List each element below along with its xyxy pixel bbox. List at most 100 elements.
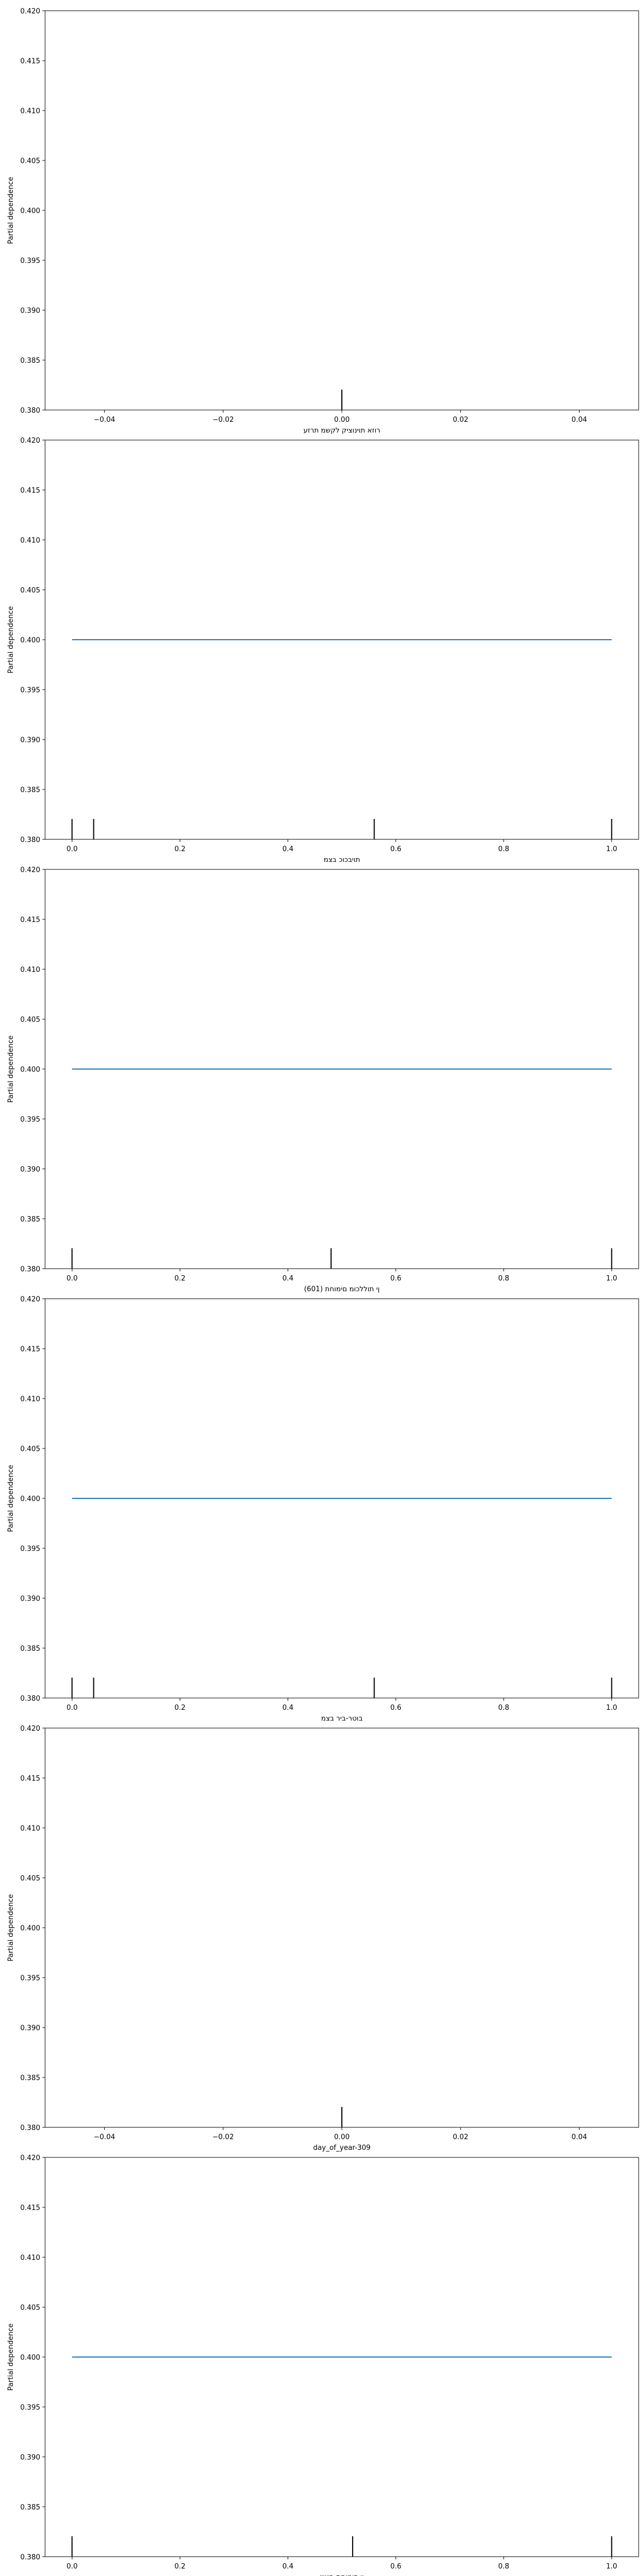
y-axis-label: Partial dependence [7,606,15,673]
chart-panel-4: 0.380 0.385 0.390 0.395 0.400 0.405 0.410 0.415… [7,1296,639,1723]
x-tick-label: 1.0 [606,1275,617,1283]
y-tick-label: 0.400 [20,207,40,215]
y-axis-label: Partial dependence [7,1894,15,1961]
y-tick-label: 0.385 [20,2074,40,2082]
y-tick-label: 0.400 [20,1924,40,1933]
y-tick-label: 0.390 [20,2024,40,2032]
y-tick-label: 0.400 [20,2354,40,2362]
y-tick-label: 0.410 [20,1825,40,1833]
x-tick-label: −0.02 [213,2133,234,2141]
y-tick-label: 0.385 [20,2504,40,2512]
x-tick-label: 0.04 [572,416,587,424]
axes-frame [45,1728,639,2128]
y-tick-label: 0.390 [20,1166,40,1174]
y-tick-label: 0.395 [20,1545,40,1553]
x-tick-label: 1.0 [606,845,617,853]
x-tick-label: 0.00 [334,416,350,424]
x-tick-label: 0.00 [334,2133,350,2141]
y-tick-label: 0.395 [20,2404,40,2412]
x-tick-label: 0.4 [282,1704,294,1712]
x-tick-label: 0.2 [174,1275,186,1283]
x-tick-label: 0.0 [67,1704,78,1712]
y-tick-label: 0.405 [20,157,40,165]
x-tick-label: 0.02 [453,2133,469,2141]
y-tick-label: 0.420 [20,1296,40,1304]
y-tick-label: 0.385 [20,357,40,365]
x-tick-label: 1.0 [606,2563,617,2571]
y-axis-label: Partial dependence [7,1035,15,1102]
x-tick-label: 0.0 [67,1275,78,1283]
y-tick-label: 0.395 [20,257,40,265]
y-axis-label: Partial dependence [7,1465,15,1532]
x-tick-label: 1.0 [606,1704,617,1712]
y-tick-label: 0.380 [20,836,40,844]
x-tick-label: −0.04 [94,416,115,424]
y-tick-label: 0.390 [20,2454,40,2462]
x-tick-label: 0.0 [67,2563,78,2571]
y-tick-label: 0.385 [20,1216,40,1224]
x-tick-label: 0.4 [282,845,294,853]
y-tick-label: 0.405 [20,1016,40,1024]
x-tick-label: 0.2 [174,2563,186,2571]
x-tick-label: 0.8 [498,2563,509,2571]
y-tick-label: 0.400 [20,636,40,645]
y-tick-label: 0.410 [20,537,40,545]
x-tick-label: 0.2 [174,1704,186,1712]
x-tick-label: 0.8 [498,1275,509,1283]
y-tick-label: 0.415 [20,1775,40,1783]
y-tick-label: 0.410 [20,1395,40,1403]
y-tick-label: 0.380 [20,2553,40,2562]
x-tick-label: 0.4 [282,1275,294,1283]
y-tick-label: 0.395 [20,1974,40,1982]
y-tick-label: 0.400 [20,1066,40,1074]
y-tick-label: 0.420 [20,8,40,16]
x-tick-label: −0.04 [94,2133,115,2141]
y-tick-label: 0.380 [20,407,40,415]
y-tick-label: 0.400 [20,1495,40,1503]
x-tick-label: 0.04 [572,2133,587,2141]
x-tick-label: 0.02 [453,416,469,424]
y-tick-label: 0.410 [20,2254,40,2262]
y-tick-label: 0.380 [20,1695,40,1703]
x-tick-label: 0.6 [390,1704,401,1712]
y-tick-label: 0.395 [20,686,40,694]
x-tick-label: 0.8 [498,845,509,853]
y-tick-label: 0.390 [20,307,40,315]
y-tick-label: 0.380 [20,1265,40,1274]
y-tick-label: 0.415 [20,487,40,495]
y-tick-label: 0.410 [20,966,40,974]
x-axis-label: תויבכוכ בצמ [324,856,360,864]
x-tick-label: 0.0 [67,845,78,853]
chart-panel-6: 0.380 0.385 0.390 0.395 0.400 0.405 0.410 0.415… [7,2154,639,2576]
y-tick-label: 0.380 [20,2124,40,2132]
y-tick-label: 0.415 [20,916,40,924]
x-axis-label: ןי תוללכומ םימוחת (601) [304,1285,380,1293]
chart-panel-3: 0.380 0.385 0.390 0.395 0.400 0.405 0.410 0.415… [7,866,639,1293]
y-tick-label: 0.385 [20,1645,40,1653]
x-tick-label: 0.2 [174,845,186,853]
x-tick-label: 0.6 [390,2563,401,2571]
y-tick-label: 0.405 [20,1445,40,1453]
chart-panel-1: 0.380 0.385 0.390 0.395 0.400 0.405 0.410 0.415… [7,8,639,435]
y-axis-label: Partial dependence [7,2323,15,2390]
y-tick-label: 0.420 [20,866,40,874]
y-tick-label: 0.415 [20,2204,40,2212]
y-tick-label: 0.415 [20,57,40,65]
x-tick-label: 0.8 [498,1704,509,1712]
y-tick-label: 0.410 [20,107,40,115]
x-tick-label: 0.6 [390,1275,401,1283]
y-tick-label: 0.385 [20,786,40,794]
y-tick-label: 0.390 [20,1595,40,1603]
y-axis-label: Partial dependence [7,177,15,244]
y-tick-label: 0.405 [20,1875,40,1883]
y-tick-label: 0.415 [20,1345,40,1353]
y-tick-label: 0.420 [20,2154,40,2162]
x-axis-label: בוטר-ביר בצמ [321,1715,362,1723]
y-tick-label: 0.405 [20,587,40,595]
x-axis-label: ןי םימוחת-בושיי [320,2573,364,2576]
x-tick-label: 0.6 [390,845,401,853]
chart-panel-5: 0.380 0.385 0.390 0.395 0.400 0.405 0.410 0.415… [7,1725,639,2152]
axes-frame [45,10,639,411]
x-tick-label: 0.4 [282,2563,294,2571]
